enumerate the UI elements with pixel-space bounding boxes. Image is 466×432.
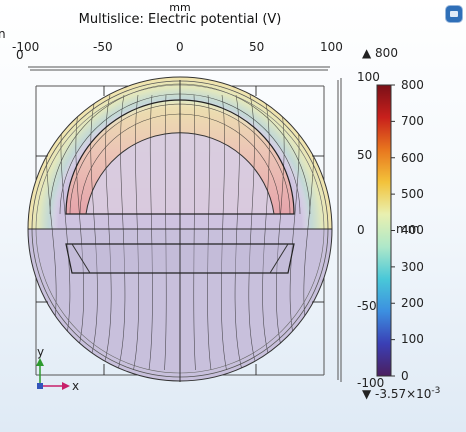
colorbar-min-value: -3.57×10 [375, 387, 432, 401]
field-line [276, 94, 289, 371]
y-tick-label: -100 [357, 376, 385, 390]
field-line [248, 94, 258, 371]
triad-x-label: x [72, 379, 80, 393]
field-line [117, 94, 126, 371]
field-line [148, 94, 153, 371]
colorbar-max-value: 800 [375, 46, 398, 60]
axis-triad [36, 358, 70, 390]
colorbar-tick-label: 0 [401, 369, 409, 383]
field-line [102, 94, 112, 371]
triad-y-label: y [37, 345, 45, 359]
field-line [207, 94, 212, 371]
colorbar-tick-label: 400 [401, 223, 424, 237]
x-tick-label: 0 [176, 40, 184, 54]
colorbar-tick-label: 700 [401, 114, 424, 128]
camera-icon[interactable] [446, 6, 462, 22]
field-line [71, 94, 84, 371]
colorbar-tick-label: 600 [401, 151, 424, 165]
colorbar-max-marker: ▲ 800 [362, 46, 398, 60]
geometry-disc [27, 76, 333, 382]
y-tick-label: 50 [357, 148, 373, 162]
field-line [234, 94, 243, 371]
colorbar [376, 84, 392, 377]
x-tick-label: 100 [320, 40, 343, 54]
field-line [262, 94, 274, 371]
colorbar-tick-label: 500 [401, 187, 424, 201]
colorbar-tick-label: 300 [401, 260, 424, 274]
y-tick-label: 0 [357, 223, 365, 237]
y-axis-unit-label: mm [396, 222, 420, 236]
colorbar-min-marker: ▼ -3.57×10-3 [362, 386, 441, 401]
field-line [86, 94, 98, 371]
x-axis-unit-label: mm [169, 1, 191, 14]
field-line [193, 94, 196, 371]
grid-lines [28, 80, 332, 382]
corner-label-n: n [0, 27, 6, 41]
field-line [220, 94, 227, 371]
colorbar-tick-label: 200 [401, 296, 424, 310]
y-tick-label: -50 [357, 299, 377, 313]
x-tick-label: -50 [93, 40, 113, 54]
x-tick-label: -100 [12, 40, 40, 54]
plot-title: Multislice: Electric potential (V) [78, 12, 282, 27]
colorbar-tick-label: 100 [401, 332, 424, 346]
y-tick-label: 100 [357, 70, 380, 84]
field-line [133, 94, 140, 371]
corner-label-zero: 0 [16, 48, 24, 62]
x-tick-label: 50 [249, 40, 265, 54]
colorbar-ticks [391, 84, 395, 377]
field-line [164, 94, 167, 371]
colorbar-min-exponent: -3 [431, 386, 441, 396]
colorbar-tick-label: 800 [401, 78, 424, 92]
